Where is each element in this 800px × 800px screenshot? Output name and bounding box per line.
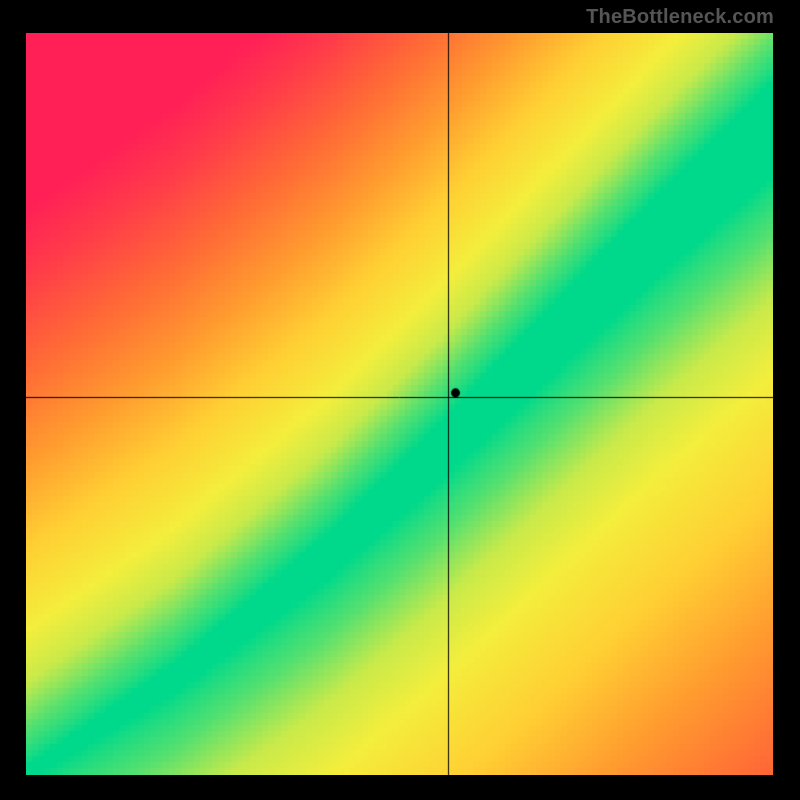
watermark-text: TheBottleneck.com (586, 6, 774, 29)
chart-container: TheBottleneck.com (0, 0, 800, 800)
bottleneck-heatmap (26, 33, 773, 775)
